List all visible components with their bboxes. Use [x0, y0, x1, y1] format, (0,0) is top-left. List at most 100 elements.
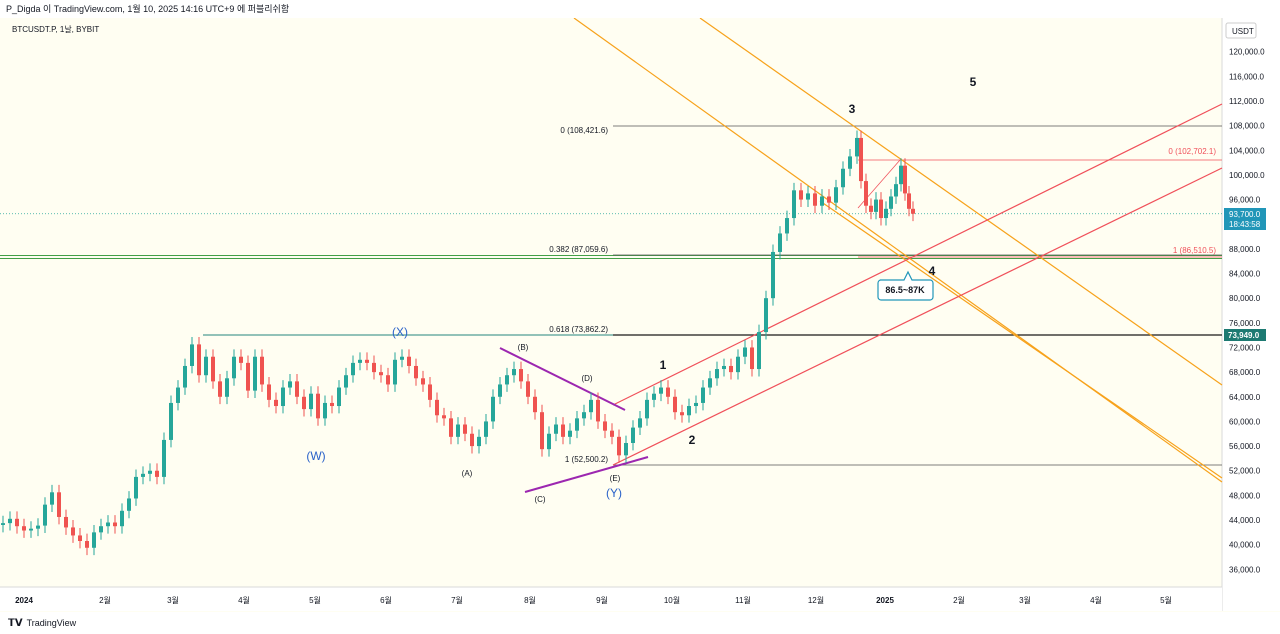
candle-body — [421, 378, 425, 385]
candle-body — [281, 387, 285, 407]
candle-body — [127, 498, 131, 511]
currency-box[interactable] — [1225, 22, 1257, 39]
candle-body — [841, 168, 845, 188]
candle-body — [526, 381, 530, 397]
candle-body — [879, 199, 883, 219]
y-tick-label: 36,000.0 — [1229, 565, 1261, 574]
candle-body — [764, 298, 768, 333]
candle-body — [477, 436, 481, 447]
chart-area[interactable]: BTCUSDT.P, 1날, BYBIT USDT 120,000.0 116,0… — [0, 17, 1280, 611]
candle-body — [722, 365, 726, 370]
candle-body — [554, 424, 558, 434]
wave-label: (A) — [462, 469, 473, 478]
x-tick-label: 2월 — [99, 595, 111, 605]
y-tick-label: 68,000.0 — [1229, 368, 1261, 377]
candle-body — [344, 375, 348, 388]
candle-body — [596, 399, 600, 422]
candle-body — [169, 402, 173, 440]
candle-body — [155, 470, 159, 477]
wave-label: (Y) — [606, 486, 622, 500]
candle-body — [736, 356, 740, 373]
candle-body — [874, 199, 878, 212]
orange-channel-1 — [573, 17, 1223, 483]
fib-label: 0.382 (87,059.6) — [549, 245, 608, 254]
x-tick-label: 5월 — [1160, 595, 1172, 605]
candle-body — [859, 137, 863, 182]
candle-body — [218, 381, 222, 397]
y-tick-label: 104,000.0 — [1229, 146, 1265, 155]
candle-body — [232, 356, 236, 379]
candle-body — [316, 393, 320, 419]
candle-body — [176, 387, 180, 403]
wave-label: (D) — [581, 374, 592, 383]
y-tick-label: 96,000.0 — [1229, 196, 1261, 205]
candle-body — [372, 362, 376, 373]
y-tick-label: 116,000.0 — [1229, 72, 1265, 81]
purple-triangle-upper — [499, 347, 626, 411]
candle-body — [827, 196, 831, 203]
fib-right-label: 1 (86,510.5) — [1173, 246, 1216, 255]
candle-body — [561, 424, 565, 437]
candle-body — [903, 165, 907, 194]
wave-label: (C) — [534, 495, 545, 504]
candle-body — [792, 190, 796, 219]
level-badge: 73,949.0 — [1224, 329, 1266, 341]
candle-body — [533, 396, 537, 413]
x-tick-label: 11월 — [735, 595, 751, 605]
candle-body — [302, 396, 306, 410]
candle-body — [15, 518, 19, 527]
attribution-bar: P_Digda 이 TradingView.com, 1월 10, 2025 1… — [0, 0, 1280, 18]
drawing-lines — [0, 17, 1223, 493]
candle-body — [610, 430, 614, 437]
fib-label: 0.618 (73,862.2) — [549, 325, 608, 334]
candle-body — [120, 510, 124, 527]
candle-body — [113, 522, 117, 527]
y-tick-label: 120,000.0 — [1229, 48, 1265, 57]
candle-body — [148, 470, 152, 474]
orange-channel-2 — [699, 17, 1223, 386]
candle-body — [141, 473, 145, 477]
x-tick-label: 2024 — [15, 596, 33, 605]
candle-body — [911, 208, 915, 214]
candle-body — [820, 196, 824, 206]
candle-body — [659, 387, 663, 394]
x-tick-label: 7월 — [451, 595, 463, 605]
candle-body — [50, 492, 54, 505]
candle-body — [288, 381, 292, 388]
y-tick-label: 100,000.0 — [1229, 171, 1265, 180]
candle-body — [708, 378, 712, 388]
candle-body — [855, 137, 859, 157]
candle-body — [505, 375, 509, 385]
candle-body — [638, 418, 642, 428]
x-tick-label: 4월 — [1090, 595, 1102, 605]
tradingview-logo-icon[interactable]: 𝗧𝗩 — [8, 617, 23, 629]
candle-body — [624, 443, 628, 456]
callout-box[interactable] — [877, 270, 934, 301]
callout-text: 86.5~87K — [885, 285, 925, 295]
y-tick-label: 44,000.0 — [1229, 516, 1261, 525]
candle-body — [519, 369, 523, 382]
candle-body — [78, 535, 82, 541]
candle-body — [22, 526, 26, 531]
attribution-text: P_Digda 이 TradingView.com, 1월 10, 2025 1… — [6, 4, 290, 14]
y-tick-label: 40,000.0 — [1229, 541, 1261, 550]
current-price-badge: 93,700.018:43:58 — [1224, 208, 1266, 230]
candle-body — [512, 369, 516, 376]
candle-body — [673, 396, 677, 413]
candle-body — [246, 362, 250, 391]
footer: 𝗧𝗩 TradingView — [0, 612, 1280, 634]
candle-body — [428, 384, 432, 400]
candle-body — [680, 412, 684, 416]
x-tick-label: 9월 — [596, 595, 608, 605]
y-tick-label: 72,000.0 — [1229, 343, 1261, 352]
plot-background — [0, 18, 1222, 587]
candle-body — [498, 384, 502, 397]
currency-label[interactable]: USDT — [1232, 27, 1254, 36]
candle-body — [71, 527, 75, 536]
candle-body — [589, 399, 593, 413]
price-chart[interactable]: BTCUSDT.P, 1날, BYBIT USDT 120,000.0 116,0… — [0, 17, 1280, 611]
candle-body — [29, 528, 33, 531]
red-channel-lower — [612, 167, 1223, 466]
candle-body — [85, 540, 89, 548]
y-tick-label: 84,000.0 — [1229, 270, 1261, 279]
